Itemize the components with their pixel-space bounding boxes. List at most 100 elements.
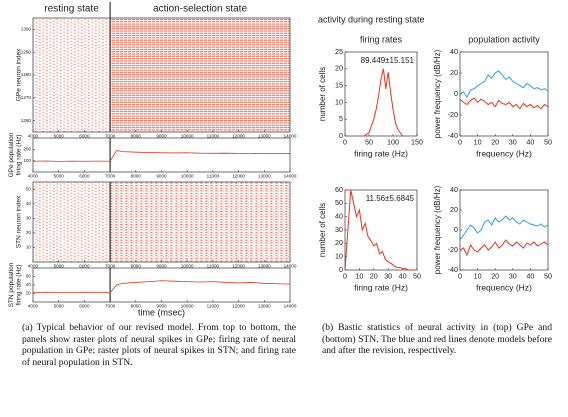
- x-tick-label: 6000: [79, 173, 90, 178]
- y-tick-label: 1260: [21, 118, 32, 123]
- plot-frame: [459, 51, 549, 137]
- x-tick-label: 11000: [207, 173, 220, 178]
- y-tick-label: 100: [23, 158, 31, 163]
- stat-label: 89.449±15.151: [361, 56, 415, 65]
- x-tick-label: 8000: [131, 263, 142, 268]
- x-tick-label: 5000: [54, 133, 65, 138]
- y-axis-label: STN population: [8, 262, 15, 307]
- x-tick-label: 0: [343, 137, 347, 146]
- x-tick-label: 14000: [284, 303, 297, 308]
- raster-resting: [33, 182, 111, 262]
- y-tick-label: 20: [450, 205, 458, 214]
- x-tick-label: 40: [526, 137, 534, 146]
- raster-active: [110, 182, 290, 262]
- y-tick-label: 20: [26, 230, 32, 235]
- x-tick-label: 8000: [131, 173, 142, 178]
- y-tick-label: 0: [454, 225, 458, 234]
- raster-resting: [33, 18, 111, 132]
- x-tick-label: 7000: [105, 133, 116, 138]
- y-tick-label: 0: [339, 265, 343, 274]
- y-tick-label: 40: [26, 282, 32, 287]
- x-tick-label: 8000: [131, 303, 142, 308]
- series-line: [459, 215, 549, 241]
- x-tick-label: 10000: [181, 173, 194, 178]
- x-tick-label: 7000: [105, 173, 116, 178]
- x-tick-label: 20: [491, 137, 499, 146]
- column-title: firing rates: [360, 34, 403, 44]
- x-tick-label: 4000: [28, 173, 39, 178]
- y-axis-label: number of cells: [318, 67, 327, 121]
- y-tick-label: 40: [335, 212, 343, 221]
- x-tick-label: 6000: [79, 133, 90, 138]
- series-line: [363, 68, 404, 137]
- x-tick-label: 11000: [207, 133, 220, 138]
- y-axis-label: number of cells: [318, 203, 327, 257]
- y-tick-label: -20: [448, 245, 458, 254]
- series-line: [344, 189, 417, 271]
- x-tick-label: 10000: [181, 133, 194, 138]
- x-tick-label: 13000: [258, 303, 271, 308]
- y-tick-label: 10: [335, 252, 343, 261]
- y-tick-label: 0: [454, 89, 458, 98]
- series-line: [459, 239, 549, 257]
- stat-label: 11.56±5.6845: [366, 194, 415, 203]
- x-tick-label: 10: [474, 271, 482, 280]
- x-tick-label: 9000: [156, 303, 167, 308]
- x-tick-label: 5000: [54, 263, 65, 268]
- x-tick-label: 10000: [181, 263, 194, 268]
- x-axis-label: firing rate (Hz): [354, 282, 408, 292]
- series-line: [32, 280, 291, 294]
- x-tick-label: 4000: [28, 303, 39, 308]
- x-tick-label: 50: [365, 137, 373, 146]
- y-axis-label: firing rate (Hz): [16, 264, 23, 305]
- y-tick-label: 20: [335, 238, 343, 247]
- y-axis-label: STN neuron index: [16, 195, 23, 248]
- x-tick-label: 5000: [54, 173, 65, 178]
- y-tick-label: 50: [26, 186, 32, 191]
- x-tick-label: 20: [370, 271, 378, 280]
- y-tick-label: 200: [23, 147, 31, 152]
- x-tick-label: 50: [413, 271, 421, 280]
- x-tick-label: 7000: [105, 303, 116, 308]
- x-tick-label: 30: [384, 271, 392, 280]
- caption-b: (b) Bastic statistics of neural activity…: [322, 322, 552, 357]
- y-tick-label: 40: [26, 201, 32, 206]
- x-tick-label: 20: [491, 271, 499, 280]
- x-tick-label: 4000: [28, 133, 39, 138]
- state-label: action-selection state: [153, 4, 247, 15]
- y-tick-label: 25: [335, 47, 343, 56]
- x-tick-label: 11000: [207, 303, 220, 308]
- y-tick-label: 5: [339, 114, 343, 123]
- x-tick-label: 12000: [232, 173, 245, 178]
- y-tick-label: 50: [335, 198, 343, 207]
- x-tick-label: 10: [355, 271, 363, 280]
- y-tick-label: 1280: [21, 72, 32, 77]
- y-tick-label: 40: [450, 47, 458, 56]
- x-tick-label: 30: [509, 271, 517, 280]
- x-axis-label: frequency (Hz): [476, 148, 532, 158]
- y-axis-label: power frequency (dB/Hz): [433, 185, 442, 274]
- y-tick-label: -40: [448, 265, 458, 274]
- plot-frame: [459, 189, 549, 271]
- x-tick-label: 13000: [258, 263, 271, 268]
- x-tick-label: 6000: [79, 263, 90, 268]
- y-axis-label: GPe neuron index: [16, 48, 23, 101]
- x-axis-label: time (msec): [138, 307, 185, 317]
- x-tick-label: 0: [458, 271, 462, 280]
- y-axis-label: GPe population: [8, 132, 15, 177]
- caption-a: (a) Typical behavior of our revised mode…: [22, 322, 296, 368]
- y-tick-label: 1300: [21, 27, 32, 32]
- y-tick-label: 10: [335, 97, 343, 106]
- y-tick-label: -40: [448, 131, 458, 140]
- y-tick-label: 60: [335, 185, 343, 194]
- x-tick-label: 9000: [156, 173, 167, 178]
- right-header: activity during resting state: [318, 14, 425, 24]
- x-tick-label: 50: [544, 137, 552, 146]
- y-tick-label: 20: [450, 68, 458, 77]
- raster-active: [110, 18, 290, 132]
- column-title: population activity: [468, 34, 540, 44]
- x-tick-label: 50: [544, 271, 552, 280]
- x-tick-label: 14000: [284, 173, 297, 178]
